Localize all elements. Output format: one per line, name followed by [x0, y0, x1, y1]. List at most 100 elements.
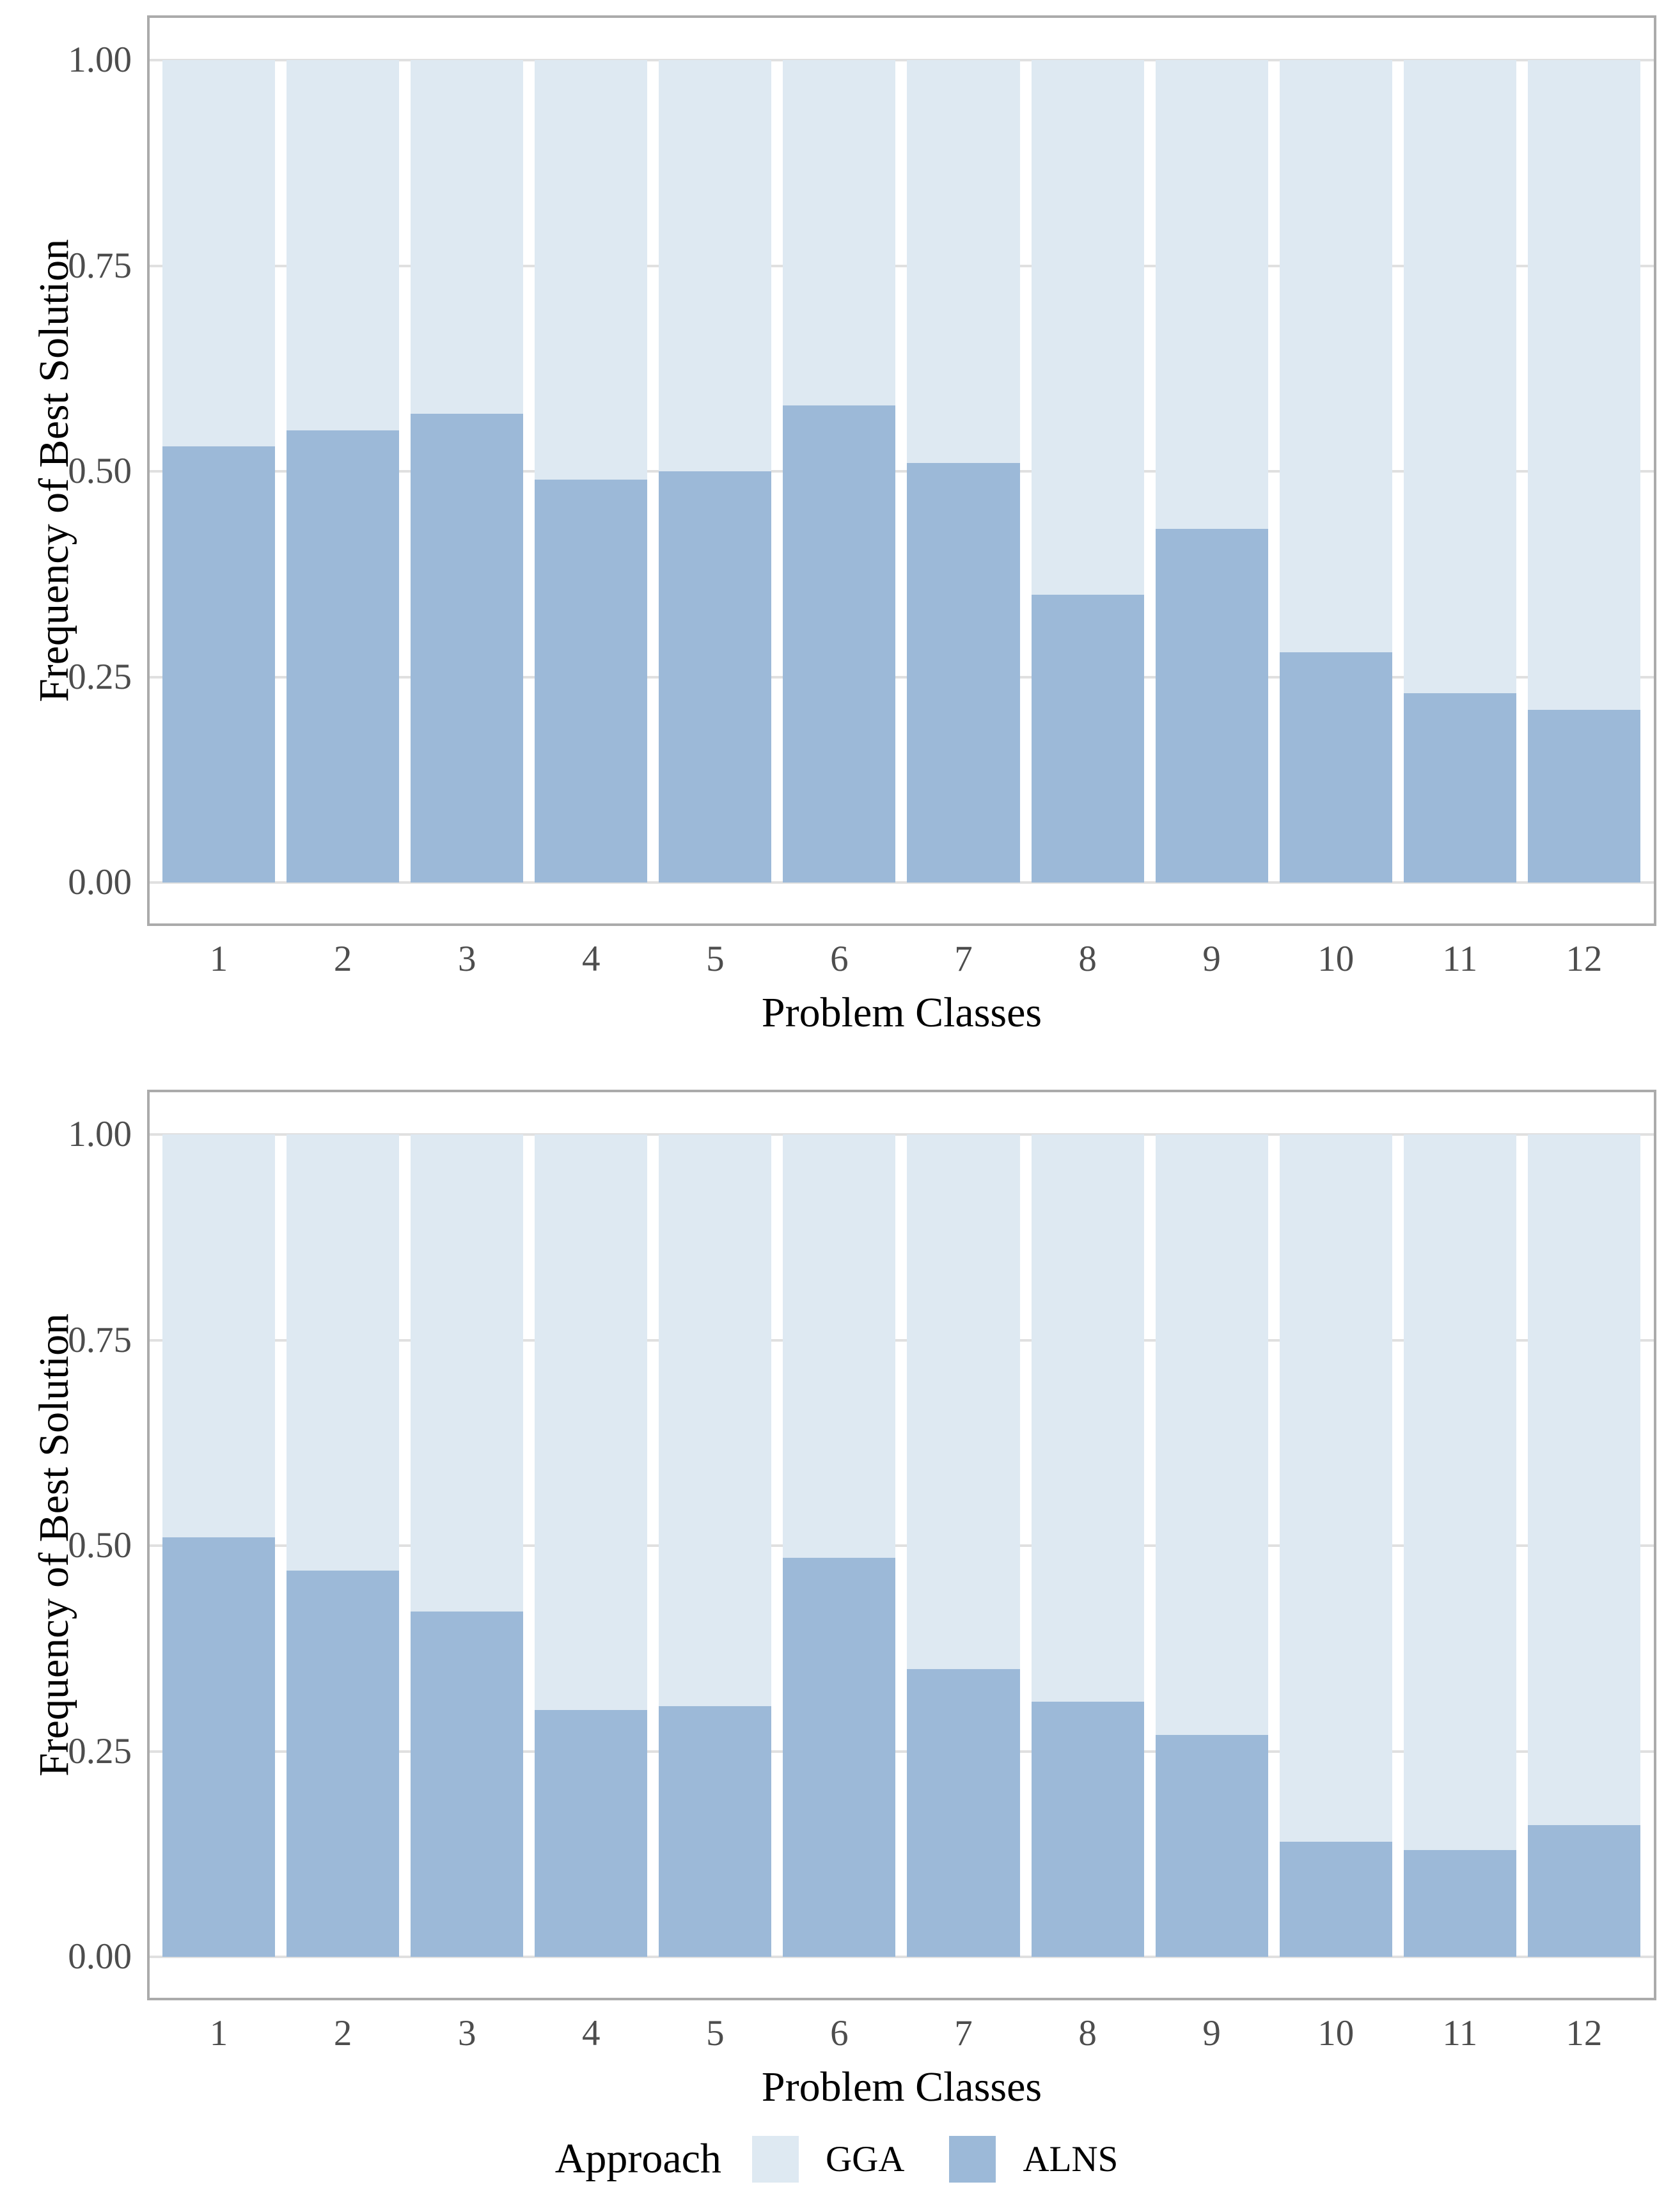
x-tick-label: 3	[457, 939, 476, 979]
bar-segment-gga	[783, 60, 896, 406]
bar-segment-alns	[535, 479, 648, 882]
bar-segment-alns	[907, 463, 1020, 882]
y-tick-label: 0.25	[68, 1730, 132, 1771]
legend-key-alns	[949, 2135, 996, 2183]
y-tick-label: 0.75	[68, 1319, 132, 1360]
bar-group	[783, 1134, 896, 1957]
gridline	[150, 1544, 1654, 1547]
bar-segment-gga	[659, 1134, 772, 1706]
legend-label-alns: ALNS	[1023, 2138, 1119, 2179]
y-tick-label: 0.75	[68, 245, 132, 286]
x-axis-ticks: 1 2 3 4 5 6 7 8 9 10 11 12	[162, 2013, 1640, 2054]
bar-group	[1279, 1134, 1392, 1957]
x-tick-label: 4	[582, 2013, 601, 2053]
x-tick-label: 11	[1442, 2013, 1478, 2053]
bar-group	[1403, 60, 1516, 882]
bar-group	[1031, 60, 1144, 882]
bar-segment-alns	[1527, 709, 1640, 882]
bar-group	[659, 1134, 772, 1957]
bar-segment-alns	[1527, 1825, 1640, 1957]
legend: Approach GGA ALNS	[0, 2122, 1673, 2196]
bar-segment-gga	[1279, 60, 1392, 652]
bar-segment-alns	[411, 1611, 524, 1957]
gridline	[150, 1750, 1654, 1753]
y-tick-label: 0.00	[68, 862, 132, 902]
bar-group	[907, 60, 1020, 882]
bar-segment-alns	[1403, 1849, 1516, 1957]
bar-segment-alns	[659, 1706, 772, 1957]
gridline	[150, 1133, 1654, 1136]
bar-segment-gga	[411, 1134, 524, 1612]
bar-group	[1527, 60, 1640, 882]
y-tick-label: 0.50	[68, 1525, 132, 1565]
bar-group	[411, 60, 524, 882]
y-tick-label: 1.00	[68, 1114, 132, 1154]
y-tick-label: 0.50	[68, 451, 132, 491]
bottom-chart: Frequency of Best Solution 1.00 0.75 0.50 0…	[0, 1074, 1673, 2117]
bar-segment-gga	[1155, 60, 1268, 529]
top-chart: Frequency of Best Solution 1.00 0.75 0.50 0…	[0, 0, 1673, 1042]
y-tick-label: 0.00	[68, 1936, 132, 1977]
bar-group	[907, 1134, 1020, 1957]
bar-group	[287, 1134, 400, 1957]
bar-segment-alns	[162, 446, 276, 882]
bar-segment-gga	[535, 60, 648, 480]
bar-segment-gga	[162, 1134, 276, 1538]
bar-segment-alns	[287, 430, 400, 882]
x-tick-label: 8	[1078, 2013, 1097, 2053]
bar-segment-gga	[907, 60, 1020, 464]
bar-group	[1403, 1134, 1516, 1957]
x-tick-label: 9	[1202, 2013, 1221, 2053]
bar-segment-gga	[1155, 1134, 1268, 1735]
bar-segment-alns	[162, 1537, 276, 1957]
bar-segment-alns	[535, 1710, 648, 1957]
x-tick-label: 2	[333, 2013, 352, 2053]
x-tick-label: 3	[457, 2013, 476, 2053]
x-tick-label: 12	[1566, 939, 1603, 979]
bar-group	[287, 60, 400, 882]
bar-segment-gga	[1031, 60, 1144, 595]
bar-group	[535, 60, 648, 882]
bar-segment-gga	[783, 1134, 896, 1558]
bar-group	[659, 60, 772, 882]
bar-group	[1155, 60, 1268, 882]
gridline	[150, 264, 1654, 267]
x-tick-label: 10	[1317, 2013, 1355, 2053]
bar-segment-gga	[1031, 1134, 1144, 1702]
x-tick-label: 6	[830, 939, 849, 979]
x-tick-label: 8	[1078, 939, 1097, 979]
bar-segment-alns	[1279, 1841, 1392, 1957]
x-axis-title: Problem Classes	[761, 989, 1042, 1036]
bar-segment-alns	[1279, 652, 1392, 882]
bar-segment-alns	[1403, 693, 1516, 882]
y-tick-label: 1.00	[68, 40, 132, 80]
bar-segment-gga	[907, 1134, 1020, 1669]
bar-segment-alns	[1031, 1702, 1144, 1957]
bar-group	[783, 60, 896, 882]
x-tick-label: 5	[706, 2013, 725, 2053]
gridlines	[150, 1092, 1654, 1998]
bar-group	[162, 1134, 276, 1957]
x-tick-label: 2	[333, 939, 352, 979]
bars-area	[162, 1134, 1640, 1957]
bar-segment-alns	[783, 1558, 896, 1957]
bar-segment-gga	[659, 60, 772, 471]
bar-group	[162, 60, 276, 882]
bar-group	[1279, 60, 1392, 882]
bar-segment-alns	[1155, 529, 1268, 882]
bar-segment-alns	[907, 1668, 1020, 1957]
x-tick-label: 7	[954, 2013, 973, 2053]
x-axis-title: Problem Classes	[761, 2064, 1042, 2110]
bar-group	[1031, 1134, 1144, 1957]
bar-segment-gga	[287, 60, 400, 430]
gridline	[150, 675, 1654, 679]
bar-group	[1155, 1134, 1268, 1957]
x-tick-label: 6	[830, 2013, 849, 2053]
x-tick-label: 1	[209, 939, 228, 979]
plot-panel	[147, 15, 1656, 926]
bar-group	[411, 1134, 524, 1957]
bar-segment-gga	[535, 1134, 648, 1711]
bar-segment-alns	[411, 413, 524, 882]
bar-segment-alns	[287, 1570, 400, 1957]
